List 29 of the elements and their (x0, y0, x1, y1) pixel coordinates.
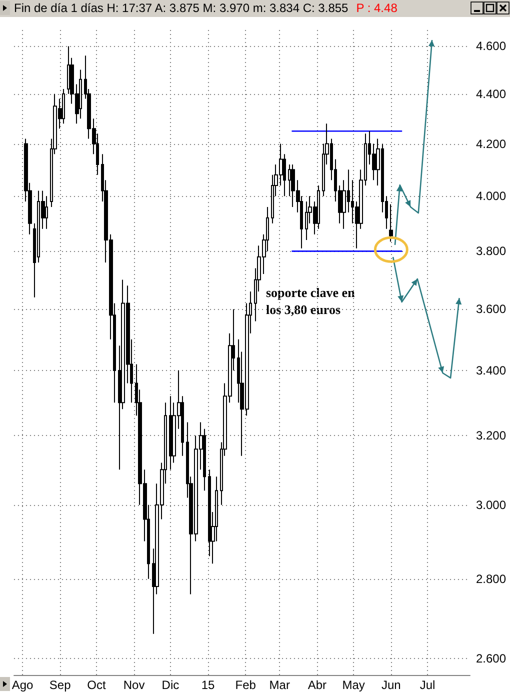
x-tick-label: Dic (162, 678, 180, 692)
y-tick-label: 3.000 (476, 498, 506, 512)
y-tick-label: 4.200 (476, 136, 506, 151)
y-tick-label: 3.600 (476, 302, 506, 316)
x-tick-label: Feb (235, 678, 256, 692)
y-tick-label: 3.200 (476, 428, 506, 443)
x-tick-label: Sep (49, 678, 72, 692)
x-tick-label: Jun (381, 678, 401, 692)
candlestick (389, 204, 393, 242)
y-tick-label: 4.000 (476, 189, 506, 204)
x-tick-label: Mar (269, 678, 290, 692)
candlestick (169, 396, 172, 470)
chart-subtitle: P : 4.48 (356, 1, 398, 15)
chart-title: Fin de día 1 días H: 17:37 A: 3.875 M: 3.970 m: 3.834 C: 3.855 (14, 1, 348, 15)
x-tick-label: Nov (123, 678, 145, 692)
candlestick (79, 69, 82, 120)
x-tick-label: Oct (87, 678, 106, 692)
x-tick-label: Jul (420, 678, 436, 692)
x-tick-label: May (342, 678, 365, 692)
x-tick-label: Abr (308, 678, 327, 692)
y-tick-label: 3.400 (476, 364, 506, 378)
y-tick-label: 3.800 (476, 244, 506, 258)
y-tick-label: 2.600 (476, 651, 506, 666)
x-tick-label: 15 (201, 678, 216, 692)
candlestick (62, 88, 65, 124)
y-tick-label: 4.400 (476, 86, 506, 101)
y-tick-label: 4.600 (476, 39, 506, 54)
x-tick-label: Ago (12, 678, 34, 692)
y-tick-label: 2.800 (476, 572, 506, 586)
